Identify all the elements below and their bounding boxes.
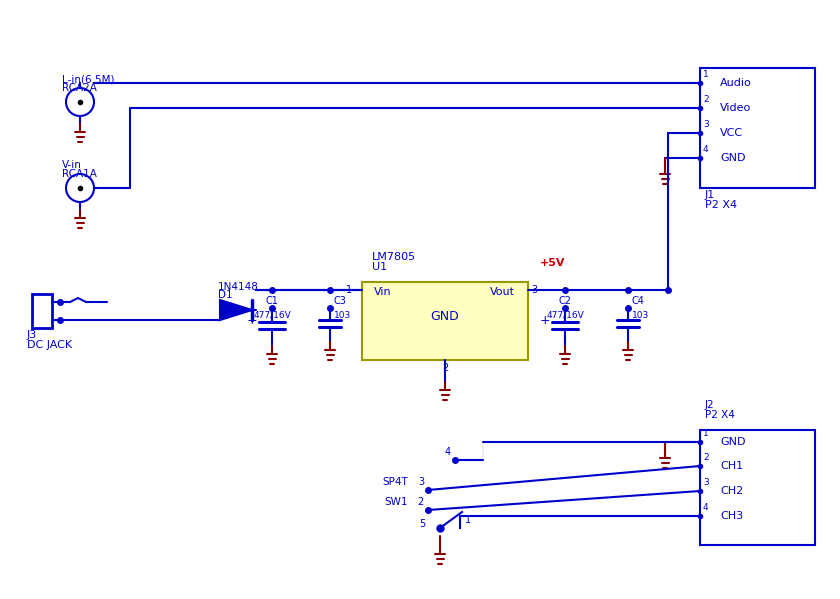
- Text: 2: 2: [442, 363, 448, 373]
- Text: 3: 3: [703, 120, 709, 129]
- Text: Vout: Vout: [490, 287, 515, 297]
- Bar: [362, 282, 528, 360]
- Text: DC JACK: DC JACK: [27, 340, 72, 350]
- Text: 103: 103: [334, 311, 351, 320]
- Text: J2: J2: [705, 400, 715, 410]
- Text: 3: 3: [417, 477, 424, 487]
- Text: 1N4148: 1N4148: [218, 282, 259, 292]
- Text: 4: 4: [703, 145, 709, 154]
- Text: RCA2A: RCA2A: [62, 83, 97, 93]
- Text: V-in: V-in: [62, 160, 81, 170]
- Text: 1: 1: [703, 429, 709, 438]
- Text: 2: 2: [703, 453, 709, 462]
- Bar: [700, 430, 815, 545]
- Text: 103: 103: [632, 311, 649, 320]
- Bar: [700, 68, 815, 188]
- Text: 2: 2: [703, 95, 709, 104]
- Text: VCC: VCC: [720, 128, 743, 138]
- Text: +: +: [246, 313, 257, 326]
- Text: D1: D1: [218, 290, 233, 300]
- Text: 1: 1: [703, 70, 709, 79]
- Text: 4: 4: [445, 447, 451, 457]
- Text: 477/16V: 477/16V: [546, 311, 584, 320]
- Text: C2: C2: [559, 296, 571, 306]
- Text: J1: J1: [705, 190, 715, 200]
- Text: RCA1A: RCA1A: [62, 169, 97, 179]
- Text: 2: 2: [417, 497, 424, 507]
- Text: 1: 1: [465, 515, 471, 525]
- Text: C4: C4: [632, 296, 645, 306]
- Text: U1: U1: [372, 262, 387, 272]
- Text: CH1: CH1: [720, 461, 743, 471]
- Text: C3: C3: [334, 296, 347, 306]
- Text: Audio: Audio: [720, 78, 752, 88]
- Text: 3: 3: [531, 285, 537, 295]
- Text: CH2: CH2: [720, 486, 743, 496]
- Text: LM7805: LM7805: [372, 252, 416, 262]
- Text: Vin: Vin: [374, 287, 391, 297]
- Text: CH3: CH3: [720, 511, 743, 521]
- Text: 477/16V: 477/16V: [253, 311, 291, 320]
- Text: P2 X4: P2 X4: [705, 200, 738, 210]
- Text: 5: 5: [419, 519, 425, 529]
- Polygon shape: [220, 300, 252, 320]
- Bar: [32, 294, 52, 328]
- Text: GND: GND: [720, 437, 746, 447]
- Text: +: +: [539, 313, 550, 326]
- Text: J3: J3: [27, 330, 37, 340]
- Text: SP4T: SP4T: [382, 477, 408, 487]
- Text: 4: 4: [703, 503, 709, 512]
- Text: P2 X4: P2 X4: [705, 410, 735, 420]
- Text: Video: Video: [720, 103, 751, 113]
- Text: C1: C1: [265, 296, 278, 306]
- Text: GND: GND: [720, 153, 746, 163]
- Text: L-in(6.5M): L-in(6.5M): [62, 74, 114, 84]
- Text: GND: GND: [431, 310, 459, 322]
- Text: 1: 1: [346, 285, 352, 295]
- Text: SW1: SW1: [385, 497, 408, 507]
- Text: +5V: +5V: [540, 258, 565, 268]
- Text: 3: 3: [703, 478, 709, 487]
